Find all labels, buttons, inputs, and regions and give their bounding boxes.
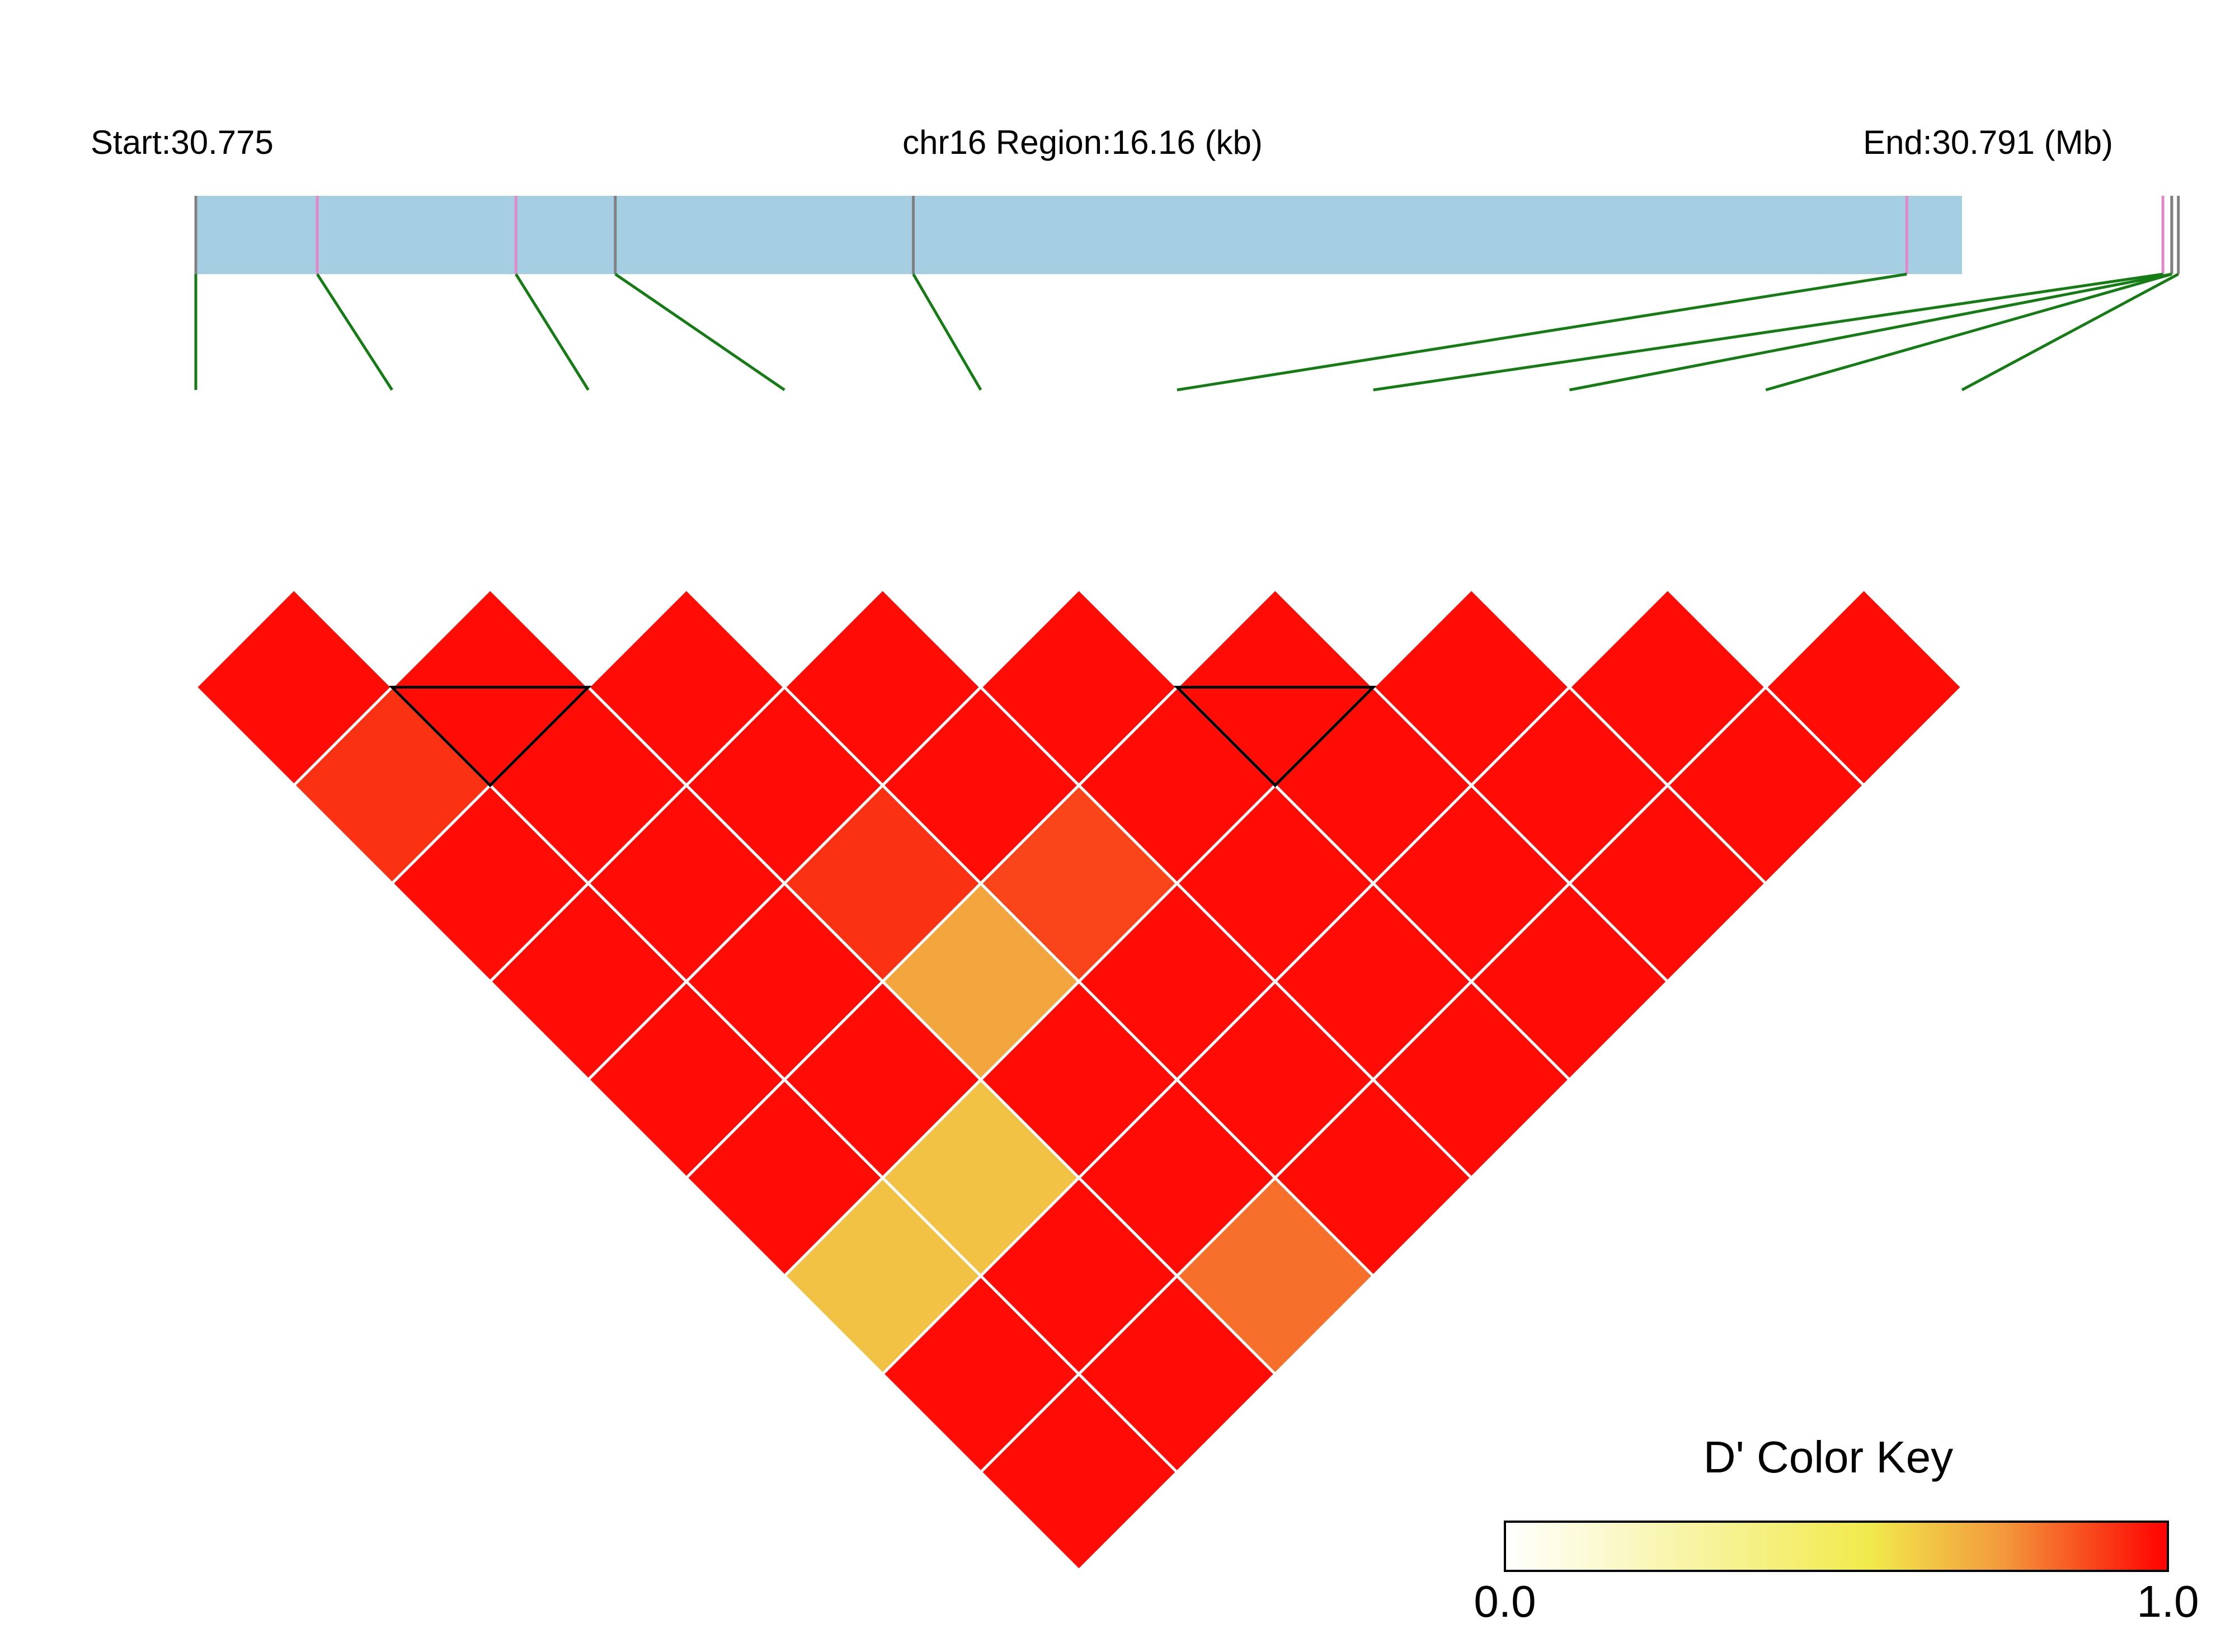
snp-connector-line	[1961, 272, 2179, 392]
color-key-min-label: 0.0	[1474, 1576, 1536, 1626]
color-key-title: D' Color Key	[1704, 1432, 1954, 1482]
snp-connector-line	[614, 272, 785, 392]
end-label: End:30.791 (Mb)	[1863, 124, 2113, 161]
color-key-bar	[1504, 1521, 2169, 1572]
region-label: chr16 Region:16.16 (kb)	[902, 124, 1263, 161]
region-bar	[196, 196, 1962, 274]
snp-connector-line	[1177, 272, 1907, 392]
snp-ticks	[194, 196, 2180, 274]
color-key-max-label: 1.0	[2137, 1576, 2199, 1626]
start-label: Start:30.775	[91, 124, 274, 161]
ld-block-outline	[388, 685, 592, 788]
snp-connector-line	[1569, 272, 2172, 392]
ld-cells	[194, 587, 1964, 1573]
ld-cell	[1763, 587, 1964, 788]
snp-connector-line	[316, 273, 393, 391]
ld-block-outlines	[388, 685, 1377, 788]
ld-block-outline	[1173, 685, 1377, 788]
snp-connector-line	[1373, 272, 2163, 392]
snp-connector-line	[515, 273, 590, 391]
snp-connector-line	[912, 273, 982, 391]
snp-connector-lines	[194, 272, 2179, 392]
snp-connector-line	[1765, 272, 2172, 392]
